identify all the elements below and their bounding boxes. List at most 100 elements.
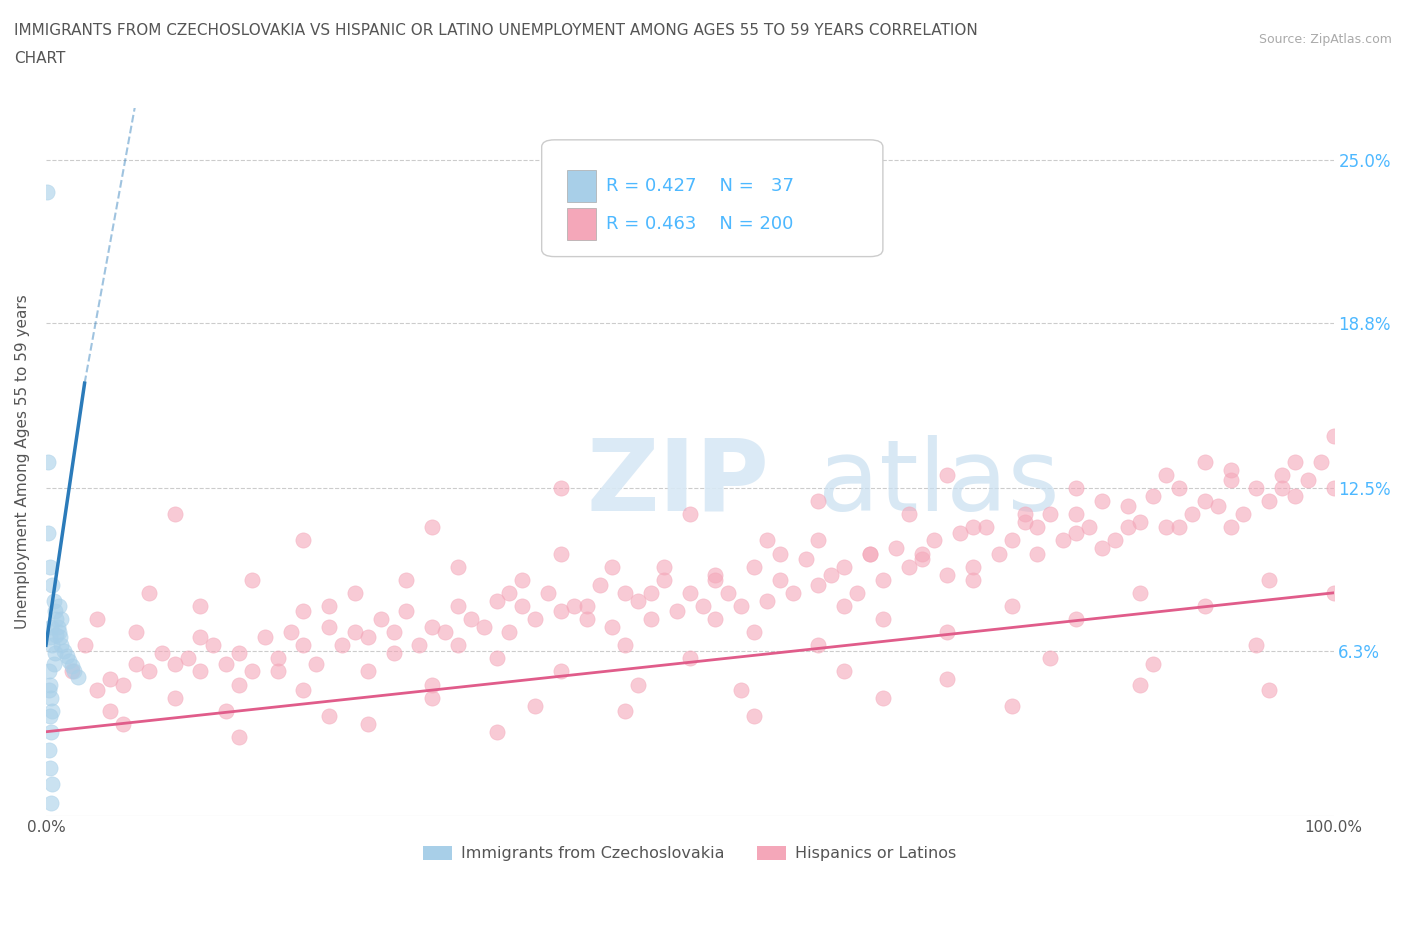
Point bbox=[1064, 481, 1087, 496]
Point bbox=[962, 559, 984, 574]
Point bbox=[562, 599, 585, 614]
Point bbox=[910, 546, 932, 561]
Point bbox=[614, 703, 637, 718]
Point bbox=[472, 619, 495, 634]
Point bbox=[782, 585, 804, 600]
Point bbox=[420, 520, 443, 535]
Bar bbox=[568, 170, 596, 202]
Point bbox=[280, 625, 302, 640]
Point bbox=[382, 625, 405, 640]
Point bbox=[41, 777, 63, 791]
Point bbox=[138, 664, 160, 679]
Point bbox=[652, 572, 675, 587]
Point bbox=[1322, 428, 1344, 443]
Point bbox=[318, 709, 340, 724]
Point bbox=[498, 585, 520, 600]
Point bbox=[679, 507, 702, 522]
Point bbox=[460, 612, 482, 627]
Point bbox=[897, 559, 920, 574]
Point bbox=[98, 671, 121, 686]
Point bbox=[524, 698, 547, 713]
Point bbox=[1168, 520, 1191, 535]
Point bbox=[163, 690, 186, 705]
Point bbox=[240, 664, 263, 679]
Point bbox=[41, 703, 63, 718]
Point bbox=[679, 585, 702, 600]
Point bbox=[1258, 572, 1281, 587]
Point bbox=[1168, 481, 1191, 496]
Point bbox=[485, 651, 508, 666]
Point bbox=[163, 657, 186, 671]
Point bbox=[1116, 520, 1139, 535]
Point bbox=[1284, 488, 1306, 503]
Point bbox=[897, 507, 920, 522]
Point bbox=[704, 572, 727, 587]
Point bbox=[41, 578, 63, 592]
Point bbox=[1219, 462, 1241, 477]
Point bbox=[717, 585, 740, 600]
Point bbox=[1064, 525, 1087, 540]
Point bbox=[228, 729, 250, 744]
Legend: Immigrants from Czechoslovakia, Hispanics or Latinos: Immigrants from Czechoslovakia, Hispanic… bbox=[416, 840, 963, 868]
Point bbox=[202, 638, 225, 653]
Point bbox=[318, 599, 340, 614]
Point bbox=[936, 567, 959, 582]
Point bbox=[44, 645, 66, 660]
Point bbox=[1091, 494, 1114, 509]
Point bbox=[588, 578, 610, 592]
Point bbox=[48, 599, 70, 614]
Point bbox=[652, 559, 675, 574]
Point bbox=[679, 651, 702, 666]
Point bbox=[163, 507, 186, 522]
Point bbox=[730, 683, 752, 698]
Point bbox=[60, 658, 83, 673]
Point bbox=[38, 709, 60, 724]
Point bbox=[537, 585, 560, 600]
Point bbox=[550, 664, 572, 679]
Point bbox=[318, 619, 340, 634]
Point bbox=[485, 724, 508, 739]
Point bbox=[228, 645, 250, 660]
Point bbox=[1064, 612, 1087, 627]
Y-axis label: Unemployment Among Ages 55 to 59 years: Unemployment Among Ages 55 to 59 years bbox=[15, 295, 30, 630]
Point bbox=[1129, 585, 1152, 600]
Point bbox=[292, 638, 315, 653]
Point bbox=[1142, 488, 1164, 503]
Point bbox=[807, 638, 830, 653]
Point bbox=[37, 525, 59, 540]
Point bbox=[742, 625, 765, 640]
Point bbox=[37, 455, 59, 470]
Point bbox=[1026, 546, 1049, 561]
Point bbox=[846, 585, 869, 600]
Point bbox=[550, 604, 572, 618]
Point bbox=[60, 664, 83, 679]
Point bbox=[370, 612, 392, 627]
Point bbox=[1129, 514, 1152, 529]
Point bbox=[357, 716, 380, 731]
Point bbox=[575, 599, 598, 614]
Point bbox=[55, 648, 77, 663]
Point bbox=[640, 585, 662, 600]
Point bbox=[1052, 533, 1074, 548]
Point bbox=[550, 546, 572, 561]
Point bbox=[742, 559, 765, 574]
Point bbox=[447, 559, 470, 574]
Point bbox=[1271, 481, 1294, 496]
Point bbox=[292, 533, 315, 548]
Point bbox=[949, 525, 972, 540]
Point bbox=[48, 625, 70, 640]
Point bbox=[253, 630, 276, 644]
Point bbox=[98, 703, 121, 718]
Point bbox=[382, 645, 405, 660]
Point bbox=[1116, 498, 1139, 513]
Point bbox=[640, 612, 662, 627]
Point bbox=[49, 630, 72, 644]
FancyBboxPatch shape bbox=[541, 140, 883, 257]
Point bbox=[73, 638, 96, 653]
Point bbox=[395, 604, 418, 618]
Point bbox=[627, 593, 650, 608]
Point bbox=[1194, 599, 1216, 614]
Point bbox=[704, 567, 727, 582]
Point bbox=[872, 612, 894, 627]
Point bbox=[512, 599, 534, 614]
